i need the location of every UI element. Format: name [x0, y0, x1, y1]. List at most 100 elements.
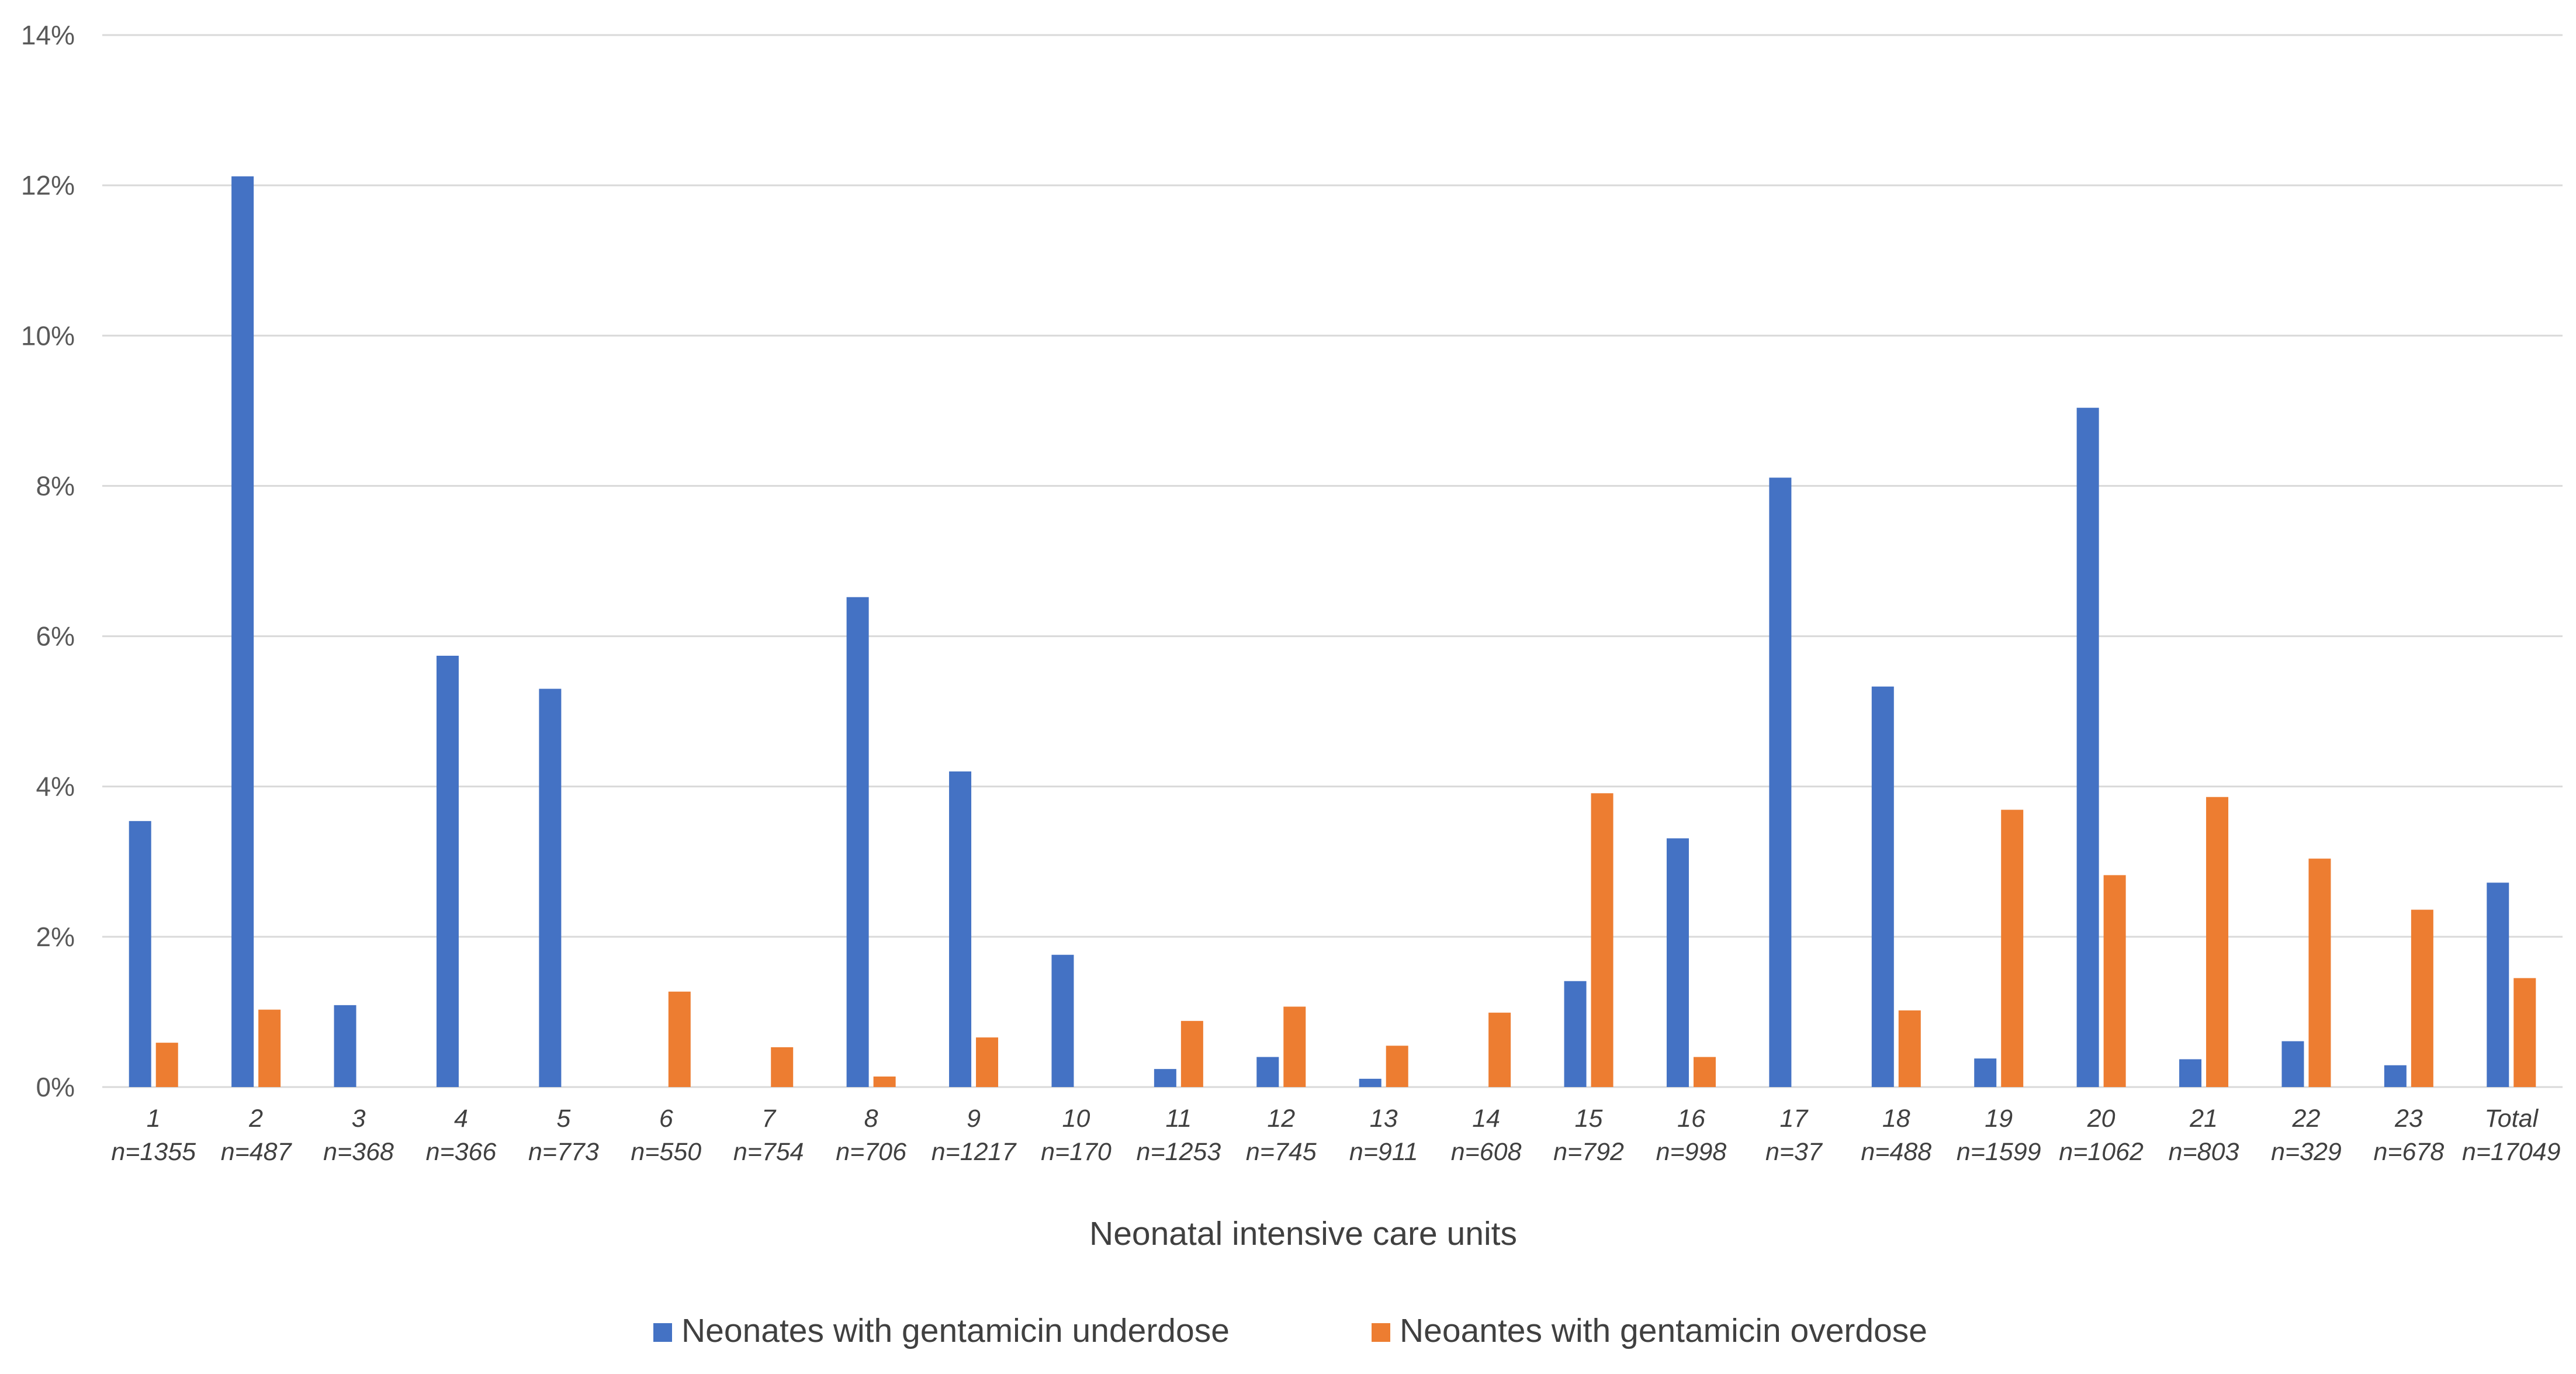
x-tick-label: Total: [2484, 1105, 2539, 1133]
x-axis: 1 n=1355 2 n=487 3 n=368 4 n=366 5 n=773 6 n=550 7 n=…: [111, 1105, 2560, 1166]
x-tick-label: 23: [2394, 1105, 2423, 1133]
x-tick-sample-size: n=17049: [2462, 1138, 2561, 1166]
x-tick-label: 20: [2087, 1105, 2115, 1133]
x-tick-sample-size: n=803: [2169, 1138, 2239, 1166]
x-tick-sample-size: n=1355: [111, 1138, 196, 1166]
x-tick-label: 22: [2292, 1105, 2321, 1133]
bar-overdose-22: [2308, 859, 2331, 1087]
y-tick-label: 2%: [36, 922, 75, 952]
y-tick-label: 14%: [21, 20, 75, 50]
x-tick-label: 7: [761, 1105, 777, 1133]
y-axis: 0% 2% 4% 6% 8% 10% 12% 14%: [21, 20, 75, 1102]
x-tick-sample-size: n=366: [426, 1138, 497, 1166]
y-tick-label: 4%: [36, 771, 75, 802]
y-tick-label: 6%: [36, 621, 75, 652]
bar-underdose-4: [436, 656, 459, 1087]
bar-overdose-Total: [2513, 978, 2536, 1087]
bar-underdose-23: [2384, 1065, 2407, 1087]
bar-overdose-20: [2103, 875, 2126, 1087]
x-tick-sample-size: n=773: [528, 1138, 599, 1166]
x-tick-sample-size: n=1217: [932, 1138, 1017, 1166]
x-axis-title: Neonatal intensive care units: [1089, 1215, 1517, 1252]
x-tick-sample-size: n=1062: [2059, 1138, 2144, 1166]
bar-overdose-2: [258, 1009, 281, 1087]
legend-swatch-underdose: [653, 1323, 672, 1342]
bar-underdose-17: [1769, 477, 1792, 1088]
x-tick-sample-size: n=678: [2373, 1138, 2444, 1166]
legend-label-overdose: Neoantes with gentamicin overdose: [1400, 1312, 1927, 1349]
x-tick-sample-size: n=368: [323, 1138, 394, 1166]
legend: Neonates with gentamicin underdose Neoan…: [653, 1312, 1927, 1349]
bar-underdose-11: [1154, 1069, 1176, 1087]
bar-underdose-3: [334, 1005, 356, 1087]
x-tick-sample-size: n=37: [1765, 1138, 1823, 1166]
x-tick-label: 16: [1677, 1105, 1705, 1133]
bar-overdose-15: [1591, 793, 1614, 1087]
x-tick-sample-size: n=1599: [1957, 1138, 2041, 1166]
bar-overdose-8: [873, 1077, 896, 1087]
bar-overdose-1: [155, 1043, 178, 1087]
bar-overdose-7: [771, 1047, 794, 1087]
bar-underdose-18: [1871, 686, 1894, 1087]
bar-underdose-16: [1666, 838, 1689, 1087]
x-tick-sample-size: n=1253: [1137, 1138, 1221, 1166]
x-tick-sample-size: n=170: [1041, 1138, 1112, 1166]
legend-label-underdose: Neonates with gentamicin underdose: [681, 1312, 1230, 1349]
bar-underdose-22: [2281, 1041, 2304, 1087]
y-tick-label: 0%: [36, 1072, 75, 1102]
bar-underdose-Total: [2487, 882, 2509, 1087]
x-tick-label: 3: [352, 1105, 366, 1133]
bar-underdose-8: [846, 597, 869, 1087]
bar-overdose-23: [2411, 909, 2433, 1087]
x-tick-label: 6: [659, 1105, 673, 1133]
x-tick-sample-size: n=911: [1349, 1138, 1418, 1166]
x-tick-label: 12: [1267, 1105, 1295, 1133]
x-tick-sample-size: n=754: [733, 1138, 804, 1166]
x-tick-label: 9: [967, 1105, 981, 1133]
gridlines: [102, 34, 2563, 1088]
x-tick-sample-size: n=608: [1451, 1138, 1522, 1166]
x-tick-label: 2: [248, 1105, 263, 1133]
x-tick-label: 14: [1472, 1105, 1500, 1133]
bar-overdose-16: [1693, 1057, 1716, 1087]
bar-overdose-18: [1898, 1010, 1921, 1087]
bar-overdose-14: [1488, 1012, 1511, 1087]
x-tick-sample-size: n=487: [221, 1138, 293, 1166]
x-tick-label: 13: [1370, 1105, 1398, 1133]
x-tick-label: 1: [147, 1105, 161, 1133]
x-tick-sample-size: n=488: [1861, 1138, 1931, 1166]
bar-underdose-1: [129, 821, 151, 1087]
x-tick-label: 4: [454, 1105, 468, 1133]
x-tick-label: 17: [1779, 1105, 1809, 1133]
x-tick-label: 18: [1882, 1105, 1910, 1133]
x-tick-sample-size: n=745: [1246, 1138, 1317, 1166]
x-tick-sample-size: n=792: [1553, 1138, 1624, 1166]
bar-underdose-19: [1974, 1058, 1997, 1087]
x-tick-label: 11: [1166, 1105, 1192, 1133]
bar-underdose-9: [949, 771, 972, 1087]
bar-underdose-21: [2179, 1059, 2202, 1087]
x-tick-sample-size: n=706: [836, 1138, 906, 1166]
x-tick-label: 15: [1575, 1105, 1604, 1133]
bar-underdose-15: [1564, 981, 1587, 1087]
x-tick-label: 8: [864, 1105, 878, 1133]
x-tick-label: 21: [2189, 1105, 2218, 1133]
bar-underdose-13: [1359, 1078, 1382, 1087]
bars: [129, 176, 2536, 1088]
bar-underdose-2: [231, 176, 254, 1087]
bar-underdose-12: [1256, 1057, 1279, 1087]
x-tick-label: 10: [1062, 1105, 1090, 1133]
y-tick-label: 12%: [21, 170, 75, 200]
bar-underdose-5: [539, 688, 562, 1087]
bar-overdose-19: [2001, 809, 2024, 1087]
legend-swatch-overdose: [1372, 1323, 1390, 1342]
x-tick-label: 5: [556, 1105, 571, 1133]
y-tick-label: 8%: [36, 470, 75, 501]
bar-underdose-20: [2076, 407, 2099, 1087]
x-tick-label: 19: [1985, 1105, 2013, 1133]
x-tick-sample-size: n=998: [1656, 1138, 1727, 1166]
bar-overdose-11: [1180, 1020, 1203, 1087]
x-tick-sample-size: n=550: [631, 1138, 701, 1166]
bar-overdose-13: [1386, 1046, 1408, 1087]
